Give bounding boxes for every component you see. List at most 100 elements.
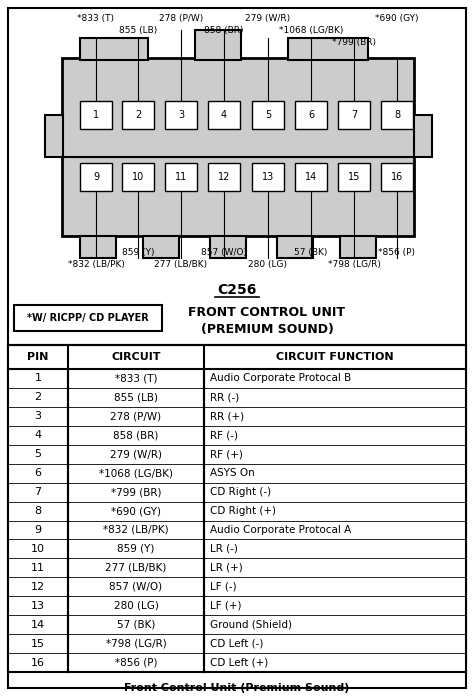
Text: *832 (LB/PK): *832 (LB/PK) [68,260,125,269]
Bar [381,101,413,129]
Text: *833 (T): *833 (T) [78,13,115,22]
Bar [277,236,313,258]
Text: 5: 5 [35,449,42,459]
Text: *690 (GY): *690 (GY) [375,13,419,22]
Text: 9: 9 [35,525,42,535]
Text: 8: 8 [35,506,42,516]
Text: 857 (W/O): 857 (W/O) [201,248,247,257]
Bar [122,101,154,129]
Text: LR (-): LR (-) [210,544,238,554]
Text: 278 (P/W): 278 (P/W) [159,13,203,22]
Text: *1068 (LG/BK): *1068 (LG/BK) [99,468,173,478]
Bar [62,58,414,236]
Text: 277 (LB/BK): 277 (LB/BK) [155,260,208,269]
Text: 14: 14 [305,172,317,182]
Text: 15: 15 [348,172,360,182]
Text: *856 (P): *856 (P) [115,658,157,667]
Text: 5: 5 [265,110,271,120]
Bar [338,163,370,191]
Text: 277 (LB/BK): 277 (LB/BK) [105,563,167,573]
Text: 3: 3 [35,411,42,421]
Text: 859 (Y): 859 (Y) [122,248,154,257]
Bar [80,101,112,129]
Text: 859 (Y): 859 (Y) [117,544,155,554]
Text: *W/ RICPP/ CD PLAYER: *W/ RICPP/ CD PLAYER [27,313,149,323]
Text: LR (+): LR (+) [210,563,243,573]
Text: 10: 10 [132,172,144,182]
Text: 13: 13 [31,601,45,610]
Text: 278 (P/W): 278 (P/W) [110,411,162,421]
Text: 57 (BK): 57 (BK) [117,619,155,630]
Text: 4: 4 [35,430,42,441]
Bar [295,163,327,191]
Text: 858 (BR): 858 (BR) [113,430,159,441]
Text: Front Control Unit (Premium Sound): Front Control Unit (Premium Sound) [124,683,350,693]
Text: CD Right (+): CD Right (+) [210,506,276,516]
Text: 10: 10 [31,544,45,554]
Text: 1: 1 [93,110,99,120]
Bar [340,236,376,258]
Text: 12: 12 [218,172,230,182]
Text: *798 (LG/R): *798 (LG/R) [106,639,166,649]
Bar [195,30,241,60]
Bar [143,236,179,258]
Text: 15: 15 [31,639,45,649]
Text: *799 (BR): *799 (BR) [111,487,161,497]
Text: RF (+): RF (+) [210,449,243,459]
Text: RR (-): RR (-) [210,393,239,402]
Text: CD Left (+): CD Left (+) [210,658,268,667]
Text: 13: 13 [262,172,274,182]
Bar [8,345,466,672]
Text: FRONT CONTROL UNIT: FRONT CONTROL UNIT [189,306,346,319]
Text: LF (-): LF (-) [210,582,237,592]
Text: CD Right (-): CD Right (-) [210,487,271,497]
Text: 16: 16 [31,658,45,667]
Text: 279 (W/R): 279 (W/R) [246,13,291,22]
Bar [165,101,197,129]
Bar [338,101,370,129]
Text: 11: 11 [31,563,45,573]
Text: 279 (W/R): 279 (W/R) [110,449,162,459]
Text: Ground (Shield): Ground (Shield) [210,619,292,630]
Text: *798 (LG/R): *798 (LG/R) [328,260,381,269]
Bar [14,305,162,331]
Text: 6: 6 [35,468,42,478]
Text: *833 (T): *833 (T) [115,374,157,383]
Text: 6: 6 [308,110,314,120]
Text: *856 (P): *856 (P) [379,248,416,257]
Bar [80,236,116,258]
Bar [165,163,197,191]
Bar [122,163,154,191]
Text: 14: 14 [31,619,45,630]
Bar [45,115,63,157]
Bar [381,163,413,191]
Text: 280 (LG): 280 (LG) [114,601,158,610]
Text: ASYS On: ASYS On [210,468,255,478]
Text: *1068 (LG/BK): *1068 (LG/BK) [279,26,343,35]
Text: CD Left (-): CD Left (-) [210,639,264,649]
Text: 4: 4 [221,110,227,120]
Bar [208,101,240,129]
Text: 9: 9 [93,172,99,182]
Bar [295,101,327,129]
Text: 855 (LB): 855 (LB) [119,26,157,35]
Text: 8: 8 [394,110,400,120]
Text: 7: 7 [35,487,42,497]
Text: 2: 2 [135,110,141,120]
Text: 16: 16 [391,172,403,182]
Text: 7: 7 [351,110,357,120]
Text: RF (-): RF (-) [210,430,238,441]
Text: 280 (LG): 280 (LG) [248,260,288,269]
Text: 857 (W/O): 857 (W/O) [109,582,163,592]
Bar [288,38,368,60]
Text: 12: 12 [31,582,45,592]
Text: 858 (BR): 858 (BR) [204,26,244,35]
Text: CIRCUIT: CIRCUIT [111,352,161,362]
Text: CIRCUIT FUNCTION: CIRCUIT FUNCTION [276,352,394,362]
Text: 57 (BK): 57 (BK) [294,248,328,257]
Bar [80,38,148,60]
Text: LF (+): LF (+) [210,601,241,610]
Text: *832 (LB/PK): *832 (LB/PK) [103,525,169,535]
Bar [80,163,112,191]
Text: 3: 3 [178,110,184,120]
